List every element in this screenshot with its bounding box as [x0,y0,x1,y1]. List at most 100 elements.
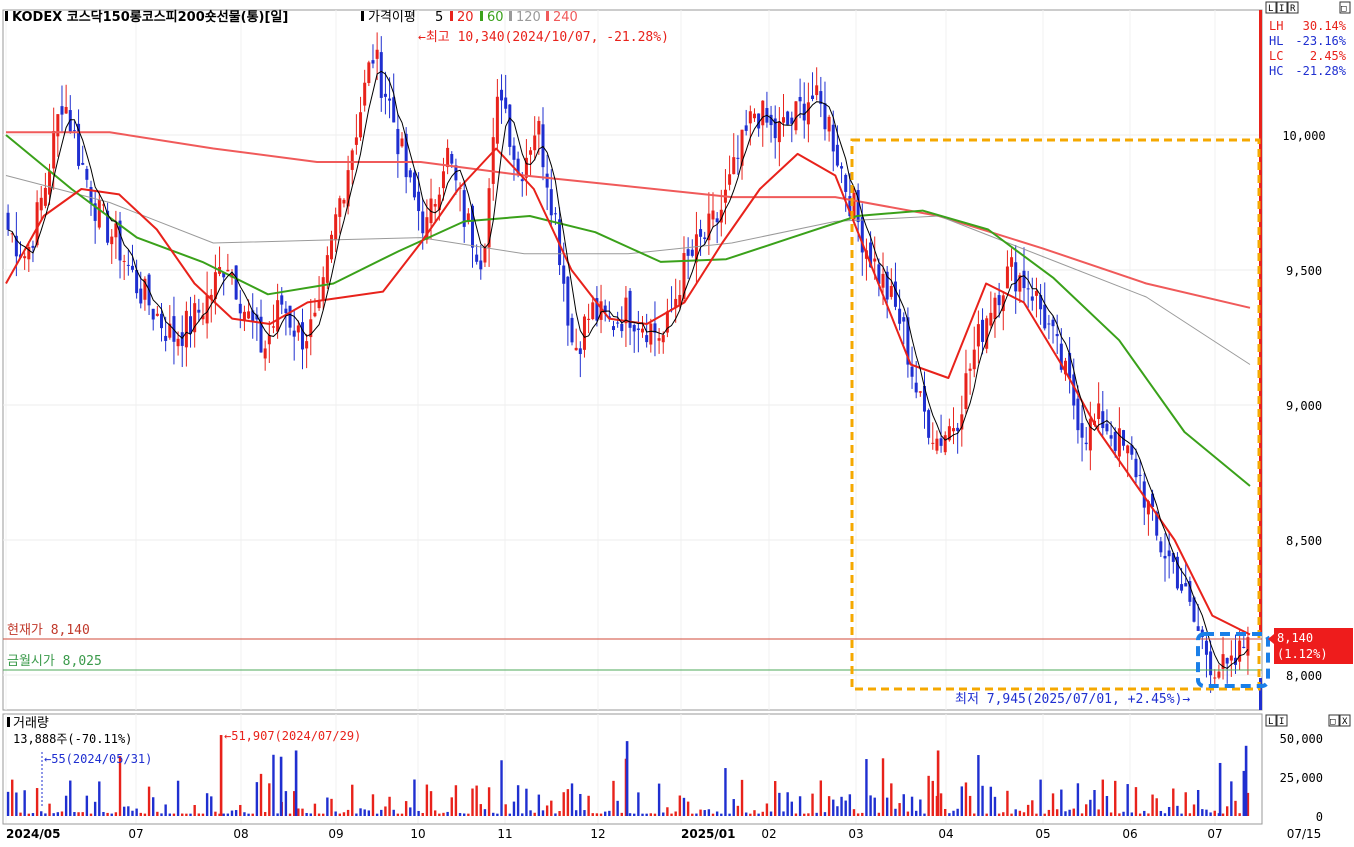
candle-body [1184,583,1188,587]
ma5-label[interactable]: 5 [435,10,443,25]
candle-body [1014,262,1018,292]
volume-bar [205,793,209,816]
volume-toolbar-maximize-label: □ [1330,717,1336,727]
candle-body [699,229,703,237]
candle-body [798,96,802,102]
volume-bar [885,797,889,816]
candle-body [31,245,35,248]
volume-bar [463,813,466,816]
candle-body [441,171,445,189]
ma120-label[interactable]: 120 [516,10,541,25]
toolbar-i-button[interactable] [1276,1,1288,14]
volume-bar [649,813,653,816]
volume-bar [1180,813,1183,816]
candle-body [388,98,392,101]
candle-body [570,317,574,343]
volume-bar [985,813,988,816]
toolbar-r-button[interactable] [1287,1,1299,14]
high-annotation: ←최고 10,340(2024/10/07, -21.28%) [418,30,669,45]
toolbar-l-button[interactable] [1265,1,1277,14]
volume-bar [1155,798,1158,816]
volume-bar [384,806,387,816]
ma60-label[interactable]: 60 [487,10,504,25]
volume-bar [409,807,412,816]
volume-toolbar-close-label: X [1342,717,1348,727]
volume-spike-bar [279,756,283,816]
candle-body [1238,640,1242,662]
volume-bar [322,813,325,816]
volume-bar [570,783,574,816]
ma240-label[interactable]: 240 [553,10,578,25]
candle-body [740,129,744,166]
volume-bar [865,759,868,816]
volume-min-annotation: ←55(2024/05/31) [44,752,152,766]
candle-body [189,316,193,334]
volume-bar [1006,790,1009,816]
volume-bar [1014,809,1017,816]
candle-body [242,311,246,320]
volume-bar [122,806,126,816]
volume-bar [1035,813,1038,816]
candle-body [1213,677,1217,679]
volume-bar [147,786,151,816]
stat-hc-label: HC [1269,64,1283,78]
price-tick-label: 9,500 [1286,264,1322,278]
candle-body [1055,334,1059,337]
volume-bar [749,813,752,816]
candle-body [205,295,209,324]
volume-bar [703,810,706,816]
candle-body [350,150,354,170]
candle-body [968,368,972,371]
volume-bar [359,808,362,816]
right-edge-blue-marker [1259,678,1262,710]
volume-bar [338,813,342,816]
candle-body [902,317,906,322]
volume-bar [396,813,400,816]
volume-bar [19,812,22,816]
candle-body [487,188,491,248]
volume-bar [309,813,312,816]
current-price-label: 현재가 8,140 [7,623,90,638]
candle-body [6,212,10,230]
volume-bar [811,793,814,816]
toolbar-maximize-button[interactable] [1339,1,1351,14]
candle-body [1097,403,1101,419]
volume-bar [1159,810,1163,816]
candle-body [475,254,479,262]
volume-bar [483,809,487,816]
candle-body [533,135,537,151]
candle-body [840,166,844,169]
volume-bar [670,813,673,816]
current-price-tag-arrow [1268,634,1274,644]
volume-toolbar-close-button[interactable] [1339,714,1351,727]
volume-bar [628,813,632,816]
volume-bar [69,780,72,816]
volume-bar [869,795,872,816]
volume-toolbar-maximize-button[interactable] [1328,714,1340,727]
volume-bar [894,808,897,816]
candle-body [126,264,130,266]
volume-bar [1242,770,1245,816]
volume-toolbar-i-button[interactable] [1276,714,1288,727]
candle-body [707,213,711,241]
candle-body [964,373,968,410]
volume-bar [782,811,785,816]
volume-bar [1238,813,1241,816]
x-axis-label: 07 [1207,827,1222,841]
volume-bar [508,813,512,816]
candle-body [1196,626,1200,631]
volume-bar [317,813,321,816]
candle-body [641,328,645,333]
ma20-label[interactable]: 20 [457,10,474,25]
volume-toolbar-l-button[interactable] [1265,714,1277,727]
candle-body [711,210,715,220]
candle-body [512,145,516,160]
volume-bar [11,779,14,816]
volume-bar [487,787,491,816]
candle-body [1084,442,1088,445]
volume-bar [595,813,599,816]
candle-body [806,102,810,125]
candle-body [690,249,694,256]
volume-toolbar-i-label: I [1279,717,1284,727]
volume-bar [492,812,495,816]
